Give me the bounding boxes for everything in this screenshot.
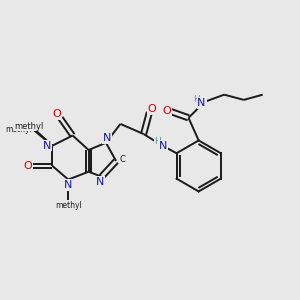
Text: methyl: methyl bbox=[15, 123, 39, 129]
Text: methyl: methyl bbox=[5, 124, 32, 134]
Text: O: O bbox=[147, 104, 156, 114]
Text: methyl: methyl bbox=[14, 122, 43, 131]
Text: methyl: methyl bbox=[55, 201, 82, 210]
Text: N: N bbox=[43, 141, 51, 151]
Text: O: O bbox=[163, 106, 172, 116]
Text: C: C bbox=[119, 155, 125, 164]
Text: N: N bbox=[197, 98, 206, 108]
Text: N: N bbox=[96, 177, 104, 187]
Text: O: O bbox=[24, 161, 32, 171]
Text: N: N bbox=[103, 134, 112, 143]
Text: H: H bbox=[193, 94, 200, 103]
Text: O: O bbox=[52, 110, 62, 119]
Text: N: N bbox=[159, 141, 167, 151]
Text: H: H bbox=[154, 137, 161, 146]
Text: N: N bbox=[64, 180, 73, 190]
